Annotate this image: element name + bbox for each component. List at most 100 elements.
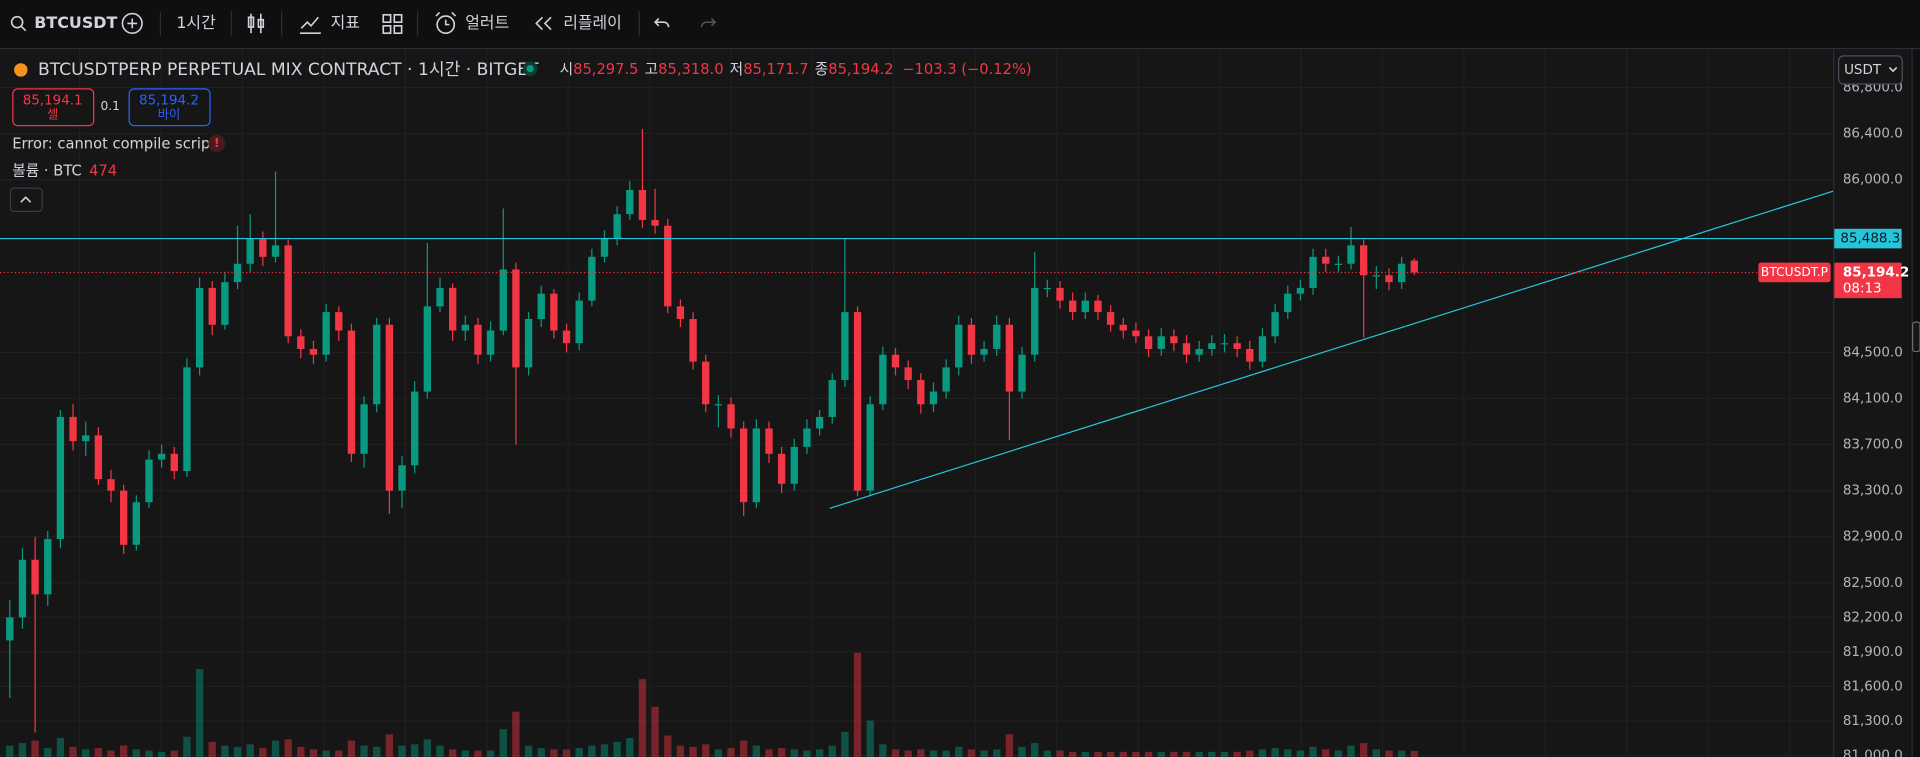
ohlc: 시85,297.5 고85,318.0 저85,171.7 종85,194.2 −103…: [560, 61, 1032, 78]
candle-body: [1233, 343, 1241, 349]
volume-bar: [550, 749, 558, 757]
volume-bar: [626, 738, 634, 757]
candle-body: [259, 238, 267, 257]
add-symbol-button[interactable]: [121, 12, 143, 34]
buy-price[interactable]: 85,194.2: [139, 94, 199, 109]
search-icon: [20, 25, 27, 32]
candle-body: [1031, 287, 1039, 355]
candle-body: [246, 238, 254, 264]
candle-body: [461, 324, 469, 331]
volume-bar: [917, 749, 925, 757]
currency[interactable]: USDT: [1844, 63, 1882, 78]
sell-price[interactable]: 85,194.1: [23, 94, 83, 109]
volume-bar: [1372, 749, 1380, 757]
collapse-button[interactable]: [9, 187, 43, 212]
candle-body: [828, 380, 836, 417]
candle-body: [271, 245, 280, 257]
replay-button[interactable]: 리플레이: [535, 13, 622, 32]
candle-body: [44, 539, 52, 595]
indicators-button[interactable]: 지표: [300, 13, 360, 34]
buy-button[interactable]: 85,194.2 바이: [128, 88, 211, 127]
volume-bar: [322, 750, 330, 757]
volume-bar: [1385, 750, 1393, 757]
candle-body: [676, 306, 685, 320]
candle-body: [1372, 275, 1380, 277]
volume-bar: [208, 741, 216, 757]
volume-bar: [385, 734, 394, 757]
candle-body: [411, 391, 419, 466]
ohlc-value: 85,171.7: [743, 61, 808, 78]
volume-bar: [448, 749, 457, 757]
sell-label[interactable]: 셀: [47, 108, 58, 122]
y-tick-label: 86,400.0: [1843, 127, 1903, 142]
candle-body: [967, 324, 976, 355]
volume-bar: [904, 750, 912, 757]
volume-bar: [689, 746, 697, 757]
volume-bar: [955, 746, 963, 757]
volume-bar: [702, 744, 710, 757]
volume-bar: [56, 738, 65, 757]
scroll-handle[interactable]: [1912, 321, 1920, 353]
volume-bar: [1284, 749, 1292, 757]
candle-body: [94, 435, 103, 480]
ohlc-value: 85,194.2: [828, 61, 893, 78]
volume-bar: [398, 745, 406, 757]
indicator-icon: [300, 16, 321, 34]
y-tick-label: 81,900.0: [1843, 645, 1903, 660]
undo-button[interactable]: [653, 17, 670, 28]
chart-type-button[interactable]: [247, 13, 265, 34]
volume-bar: [879, 744, 887, 757]
candle-body: [208, 287, 216, 325]
volume-bar: [335, 750, 343, 757]
plot: [0, 128, 1834, 757]
candle-body: [1157, 336, 1165, 349]
volume-bar: [195, 669, 204, 757]
volume-bar: [803, 750, 811, 757]
candle-body: [1195, 348, 1203, 355]
volume-bar: [1081, 751, 1089, 757]
sell-button[interactable]: 85,194.1 셀: [12, 88, 95, 127]
candle-body: [436, 287, 444, 307]
volume-bar: [107, 750, 115, 757]
candle-body: [157, 453, 166, 460]
volume-bar: [474, 750, 482, 757]
currency-box: [1837, 55, 1903, 85]
candle-body: [170, 453, 178, 472]
alert-button[interactable]: 얼러트: [435, 11, 509, 34]
y-tick-label: 84,100.0: [1843, 391, 1903, 406]
redo-button[interactable]: [700, 17, 717, 28]
volume-bar: [1056, 750, 1064, 757]
toolbar: BTCUSDT 1시간 지표 얼러트 리플레이: [10, 11, 717, 36]
search-button[interactable]: BTCUSDT: [10, 13, 118, 32]
volume-bar: [1334, 750, 1343, 757]
replay-label[interactable]: 리플레이: [563, 13, 622, 32]
last-price-label: 85,194.2: [1843, 265, 1909, 280]
hline-label: 85,488.3: [1840, 232, 1900, 247]
candle-body: [664, 225, 672, 307]
candle-icon: [247, 13, 265, 34]
symbol[interactable]: BTCUSDT: [34, 13, 117, 32]
volume-bar: [815, 749, 824, 757]
candle-body: [929, 391, 938, 405]
order-quantity[interactable]: 0.1: [100, 99, 119, 113]
indicators-label[interactable]: 지표: [331, 13, 360, 32]
currency-button[interactable]: USDT: [1837, 55, 1903, 85]
candle-body: [183, 367, 191, 472]
candle-body: [1132, 330, 1140, 337]
alert-label[interactable]: 얼러트: [465, 13, 509, 32]
candle-body: [145, 459, 153, 503]
candle-body: [1322, 256, 1330, 264]
volume-bar: [499, 729, 507, 757]
error-icon[interactable]: [208, 134, 226, 152]
volume-bar: [777, 748, 786, 757]
y-tick-label: 83,300.0: [1843, 484, 1903, 499]
layouts-button[interactable]: [382, 14, 403, 34]
buy-label[interactable]: 바이: [158, 108, 181, 122]
volume-bar: [993, 749, 1001, 757]
candle-body: [1094, 300, 1102, 313]
interval-button[interactable]: 1시간: [176, 13, 216, 32]
candle-body: [613, 214, 621, 239]
candle-body: [815, 416, 824, 429]
candle-body: [1385, 275, 1393, 283]
volume-bar: [18, 743, 27, 757]
